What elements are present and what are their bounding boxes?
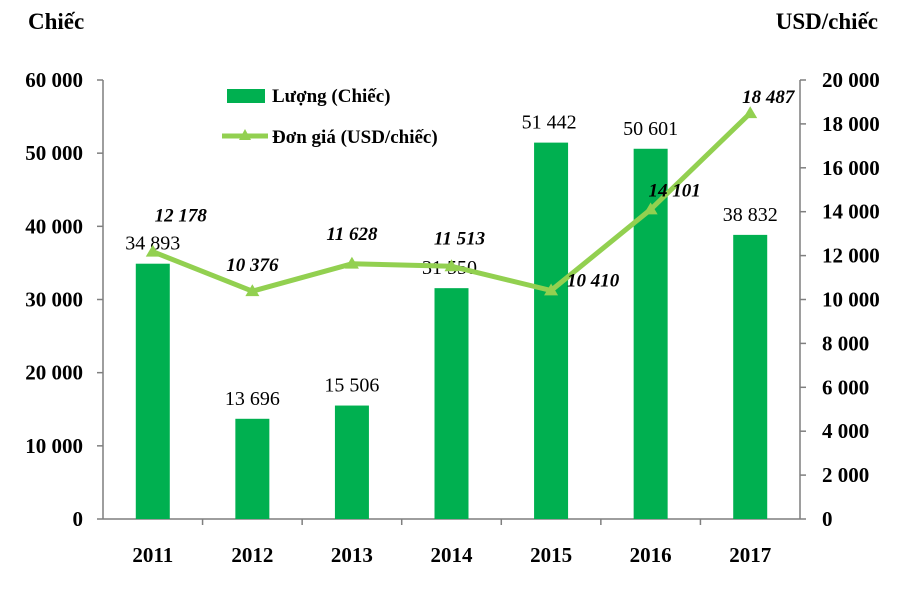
x-tick-label: 2016 (630, 543, 672, 567)
bar-value-label: 51 442 (522, 112, 577, 134)
line-value-label: 11 513 (434, 228, 485, 249)
line-value-label: 18 487 (742, 87, 796, 108)
line-series: 12 178 10 376 11 628 11 513 10 410 14 101 18 4… (145, 87, 796, 297)
bar (534, 142, 569, 519)
bar (135, 263, 170, 519)
bar (733, 234, 768, 519)
right-tick-label: 2 000 (822, 463, 869, 487)
x-tick-label: 2012 (231, 543, 273, 567)
left-tick-label: 0 (73, 507, 84, 531)
right-tick-label: 4 000 (822, 419, 869, 443)
right-tick-label: 20 000 (822, 68, 880, 92)
line-value-label: 12 178 (155, 206, 208, 227)
line-point (544, 283, 559, 296)
line-point (643, 202, 658, 215)
bar-value-label: 15 506 (324, 375, 379, 397)
line-point (344, 256, 359, 269)
left-tick-label: 30 000 (25, 288, 83, 312)
left-axis-title: Chiếc (28, 9, 84, 34)
right-tick-label: 18 000 (822, 112, 880, 136)
right-axis-title: USD/chiếc (776, 9, 878, 34)
right-tick-label: 14 000 (822, 200, 880, 224)
x-tick-label: 2014 (431, 543, 474, 567)
x-tick-label: 2015 (530, 543, 572, 567)
line-point (743, 106, 758, 119)
right-tick-label: 10 000 (822, 288, 880, 312)
bar (235, 418, 270, 519)
category-labels: 2011 2012 2013 2014 2015 2016 2017 (132, 519, 771, 567)
line-value-label: 10 376 (226, 255, 279, 276)
right-tick-label: 0 (822, 507, 833, 531)
right-tick-label: 16 000 (822, 156, 880, 180)
left-tick-label: 10 000 (25, 434, 83, 458)
legend-bar-label: Lượng (Chiếc) (272, 86, 391, 107)
bar-value-label: 13 696 (225, 388, 280, 410)
left-tick-label: 60 000 (25, 68, 83, 92)
left-tick-label: 40 000 (25, 214, 83, 238)
right-tick-label: 12 000 (822, 244, 880, 268)
bar (334, 405, 369, 519)
legend-bar-swatch (227, 89, 265, 103)
left-tick-label: 20 000 (25, 361, 83, 385)
x-tick-label: 2017 (729, 543, 771, 567)
line-value-label: 14 101 (649, 180, 701, 201)
line-point (245, 284, 260, 297)
left-axis-ticks: 0 10 000 20 000 30 000 40 000 50 000 60 000 (25, 68, 103, 531)
line-value-label: 10 410 (567, 271, 620, 292)
legend-line-marker (239, 129, 251, 140)
line-value-label: 11 628 (326, 224, 378, 245)
bar-value-label: 38 832 (723, 204, 778, 226)
legend-line-label: Đơn giá (USD/chiếc) (272, 127, 438, 148)
left-tick-label: 50 000 (25, 141, 83, 165)
bar-value-label: 50 601 (623, 118, 678, 140)
line-point (145, 244, 160, 257)
right-tick-label: 6 000 (822, 375, 869, 399)
bar (434, 288, 469, 519)
x-tick-label: 2013 (331, 543, 373, 567)
legend: Lượng (Chiếc) Đơn giá (USD/chiếc) (222, 86, 438, 148)
right-tick-label: 8 000 (822, 331, 869, 355)
bar-value-label: 34 893 (125, 233, 180, 255)
right-axis-ticks: 0 2 000 4 000 6 000 8 000 10 000 12 000 14 000 1… (800, 68, 880, 531)
line-point (444, 259, 459, 272)
x-tick-label: 2011 (132, 543, 173, 567)
